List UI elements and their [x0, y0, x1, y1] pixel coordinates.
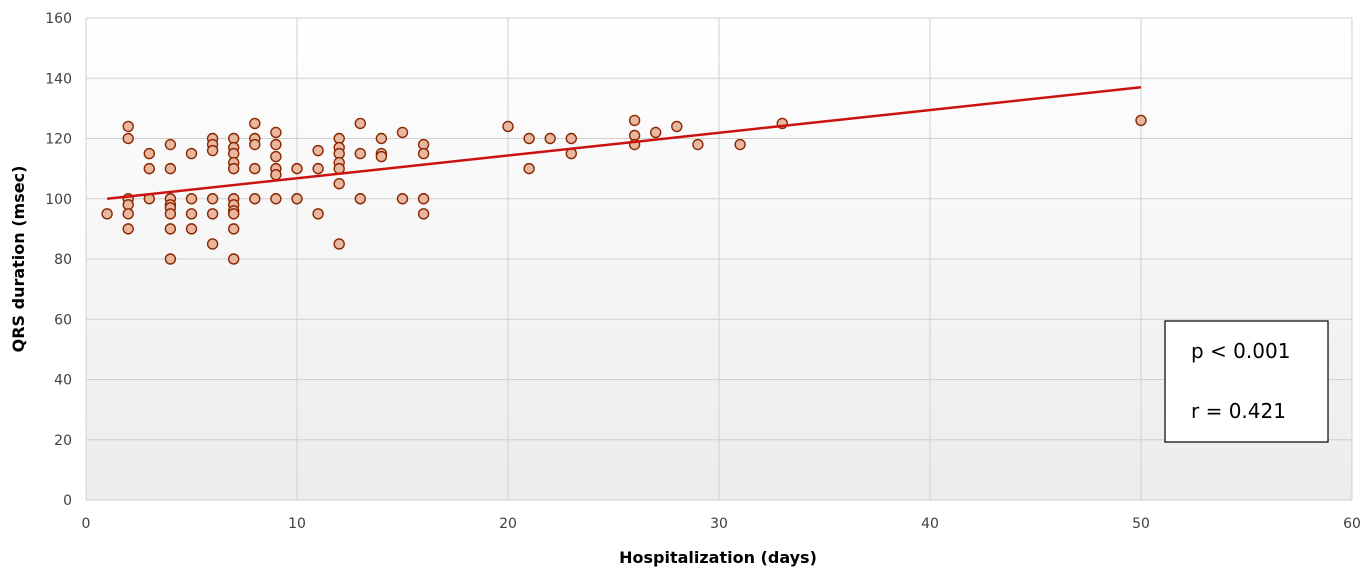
data-point [270, 168, 282, 181]
x-tick-label: 10 [288, 516, 306, 532]
y-tick-label: 120 [45, 132, 72, 148]
data-point [206, 144, 219, 157]
data-point [143, 162, 156, 175]
x-tick-label: 0 [82, 516, 91, 532]
data-point [523, 132, 535, 145]
y-tick-label: 20 [54, 433, 72, 449]
data-points [101, 114, 1147, 265]
data-point [249, 138, 261, 151]
data-point [185, 147, 198, 160]
data-point [164, 253, 177, 265]
data-point [185, 223, 198, 235]
data-point [122, 120, 134, 133]
data-point [291, 193, 303, 205]
y-tick-label: 160 [45, 11, 72, 27]
data-point [227, 223, 240, 235]
data-point [291, 162, 303, 175]
data-point [143, 147, 156, 160]
data-point [270, 126, 282, 139]
data-point [164, 138, 177, 151]
x-tick-label: 40 [921, 516, 939, 532]
data-point [523, 162, 535, 175]
r-value-label: r = 0.421 [1191, 399, 1286, 423]
data-point [101, 208, 113, 220]
y-tick-label: 80 [54, 252, 72, 268]
data-point [270, 193, 282, 205]
data-point [249, 117, 261, 130]
data-point [270, 150, 282, 163]
data-point [164, 208, 177, 220]
data-point [122, 223, 134, 235]
data-point [164, 162, 177, 175]
data-point [417, 208, 430, 220]
data-point [354, 193, 366, 205]
data-point [671, 120, 683, 133]
data-point [206, 193, 219, 205]
data-point [227, 162, 240, 175]
data-point [249, 193, 261, 205]
data-point [333, 238, 345, 250]
data-point [312, 144, 324, 157]
data-point [354, 147, 366, 160]
data-point [375, 150, 388, 163]
x-tick-label: 60 [1343, 516, 1361, 532]
data-point [1135, 114, 1147, 127]
data-point [565, 132, 577, 145]
data-point [417, 147, 430, 160]
data-point [502, 120, 514, 133]
y-tick-label: 100 [45, 192, 72, 208]
data-point [396, 126, 409, 139]
data-point [628, 114, 641, 127]
x-axis-title: Hospitalization (days) [619, 548, 817, 567]
data-point [734, 138, 746, 151]
y-tick-label: 0 [63, 493, 72, 509]
data-point [206, 238, 219, 250]
data-point [692, 138, 704, 151]
data-point [354, 117, 366, 130]
y-axis-title: QRS duration (msec) [9, 166, 28, 353]
data-point [206, 208, 219, 220]
data-point [396, 193, 409, 205]
data-point [227, 208, 240, 220]
y-tick-label: 60 [54, 312, 72, 328]
data-point [249, 162, 261, 175]
y-tick-label: 140 [45, 71, 72, 87]
x-tick-label: 50 [1132, 516, 1150, 532]
y-tick-label: 40 [54, 373, 72, 389]
data-point [164, 223, 177, 235]
data-point [650, 126, 662, 139]
data-point [185, 208, 198, 220]
trend-line [106, 86, 1142, 200]
data-point [417, 193, 430, 205]
data-point [122, 132, 134, 145]
x-tick-label: 30 [710, 516, 728, 532]
x-tick-labels: 0 10 20 30 40 50 60 [82, 516, 1361, 532]
data-point [122, 208, 134, 220]
grid [85, 17, 1353, 501]
y-tick-labels: 0 20 40 60 80 100 120 140 160 [45, 11, 72, 509]
data-point [375, 132, 388, 145]
data-point [312, 208, 324, 220]
data-point [333, 177, 345, 190]
stats-box: p < 0.001 r = 0.421 [1164, 320, 1329, 443]
p-value-label: p < 0.001 [1191, 339, 1290, 363]
data-point [312, 162, 324, 175]
data-point [544, 132, 556, 145]
data-point [270, 138, 282, 151]
x-tick-label: 20 [499, 516, 517, 532]
data-point [185, 193, 198, 205]
data-point [227, 253, 240, 265]
